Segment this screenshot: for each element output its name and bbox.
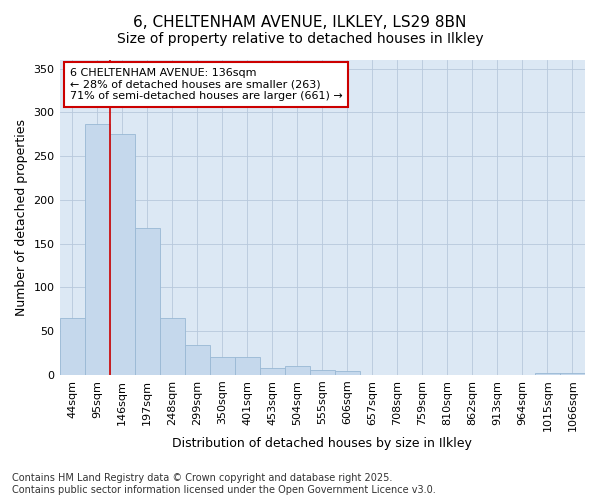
Bar — [160, 318, 185, 375]
Bar — [335, 372, 360, 375]
Bar — [85, 124, 110, 375]
Text: 6 CHELTENHAM AVENUE: 136sqm
← 28% of detached houses are smaller (263)
71% of se: 6 CHELTENHAM AVENUE: 136sqm ← 28% of det… — [70, 68, 343, 101]
Text: Contains HM Land Registry data © Crown copyright and database right 2025.
Contai: Contains HM Land Registry data © Crown c… — [12, 474, 436, 495]
Bar — [134, 228, 160, 375]
Bar — [235, 358, 260, 375]
Bar — [260, 368, 285, 375]
Y-axis label: Number of detached properties: Number of detached properties — [15, 119, 28, 316]
Bar — [185, 345, 209, 375]
Bar — [110, 134, 134, 375]
Text: 6, CHELTENHAM AVENUE, ILKLEY, LS29 8BN: 6, CHELTENHAM AVENUE, ILKLEY, LS29 8BN — [133, 15, 467, 30]
X-axis label: Distribution of detached houses by size in Ilkley: Distribution of detached houses by size … — [172, 437, 472, 450]
Bar — [285, 366, 310, 375]
Bar — [535, 373, 560, 375]
Bar — [59, 318, 85, 375]
Bar — [560, 373, 585, 375]
Bar — [209, 358, 235, 375]
Text: Size of property relative to detached houses in Ilkley: Size of property relative to detached ho… — [116, 32, 484, 46]
Bar — [310, 370, 335, 375]
